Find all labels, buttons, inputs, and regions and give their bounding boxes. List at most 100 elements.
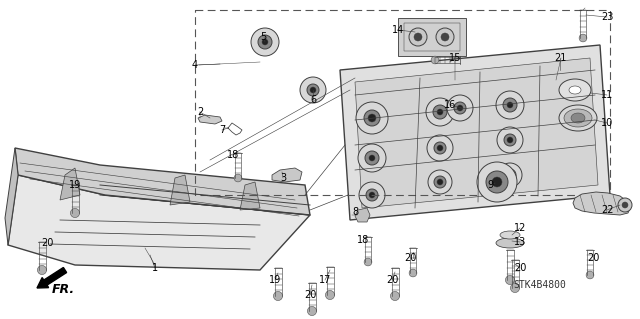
Ellipse shape [500,231,520,239]
Circle shape [358,144,386,172]
Circle shape [618,198,632,212]
Text: 14: 14 [392,25,404,35]
Ellipse shape [559,105,597,131]
Circle shape [504,169,516,181]
Circle shape [428,170,452,194]
Circle shape [356,102,388,134]
Text: 10: 10 [601,118,613,128]
Circle shape [365,151,379,165]
Text: 19: 19 [69,180,81,190]
Polygon shape [272,168,302,182]
Circle shape [437,109,443,115]
Circle shape [437,145,443,151]
Text: 20: 20 [404,253,416,263]
Polygon shape [5,148,18,245]
Text: 20: 20 [514,263,526,273]
Circle shape [426,98,454,126]
Circle shape [307,307,317,315]
Text: 13: 13 [514,237,526,247]
FancyArrow shape [37,267,67,288]
Text: 3: 3 [280,173,286,183]
Circle shape [310,87,316,93]
Circle shape [307,84,319,96]
Polygon shape [240,182,260,210]
Circle shape [477,162,517,202]
Circle shape [498,163,522,187]
Circle shape [359,182,385,208]
Circle shape [497,127,523,153]
Text: 20: 20 [41,238,53,248]
Circle shape [369,155,375,161]
Circle shape [300,77,326,103]
Text: 7: 7 [219,125,225,135]
Polygon shape [340,45,610,220]
Polygon shape [573,192,630,215]
Text: FR.: FR. [52,283,75,296]
Text: 11: 11 [601,90,613,100]
Circle shape [369,192,375,198]
Circle shape [390,292,399,300]
Circle shape [366,189,378,201]
Circle shape [414,33,422,41]
Text: 2: 2 [197,107,203,117]
Circle shape [434,176,446,188]
Circle shape [492,177,502,187]
Text: 20: 20 [304,290,316,300]
Bar [195,10,610,195]
Text: STK4B4800: STK4B4800 [513,280,566,290]
Bar [398,18,466,56]
Polygon shape [8,175,310,270]
Text: 1: 1 [152,263,158,273]
Circle shape [447,95,473,121]
Circle shape [364,110,380,126]
Text: 20: 20 [386,275,398,285]
Text: 16: 16 [444,100,456,110]
Text: 21: 21 [554,53,566,63]
Text: 22: 22 [601,205,613,215]
Polygon shape [355,208,370,222]
Circle shape [511,284,520,293]
Circle shape [507,137,513,143]
Circle shape [431,56,439,64]
Circle shape [258,35,272,49]
Text: 20: 20 [587,253,599,263]
Circle shape [507,102,513,108]
Polygon shape [355,58,598,208]
Circle shape [273,292,282,300]
Text: 23: 23 [601,12,613,22]
Text: 4: 4 [192,60,198,70]
Circle shape [507,172,513,178]
Circle shape [364,258,372,266]
Circle shape [504,134,516,146]
Circle shape [409,269,417,277]
Circle shape [579,34,587,42]
Circle shape [368,114,376,122]
Circle shape [409,28,427,46]
Circle shape [427,135,453,161]
Circle shape [441,33,449,41]
Text: 8: 8 [352,207,358,217]
Polygon shape [198,115,222,124]
Circle shape [454,102,466,114]
Circle shape [506,275,515,285]
Circle shape [234,174,242,182]
Circle shape [486,171,508,193]
Ellipse shape [496,238,524,248]
Ellipse shape [564,109,592,127]
Circle shape [262,39,268,45]
Polygon shape [15,148,310,215]
Circle shape [251,28,279,56]
Polygon shape [170,175,190,205]
Circle shape [326,291,335,300]
Polygon shape [60,168,80,200]
Text: 6: 6 [310,95,316,105]
Circle shape [586,271,594,279]
Text: 15: 15 [449,53,461,63]
Circle shape [434,142,446,154]
Circle shape [70,208,79,218]
Text: 12: 12 [514,223,526,233]
Text: 9: 9 [487,180,493,190]
Text: 5: 5 [260,32,266,42]
Text: 19: 19 [269,275,281,285]
Ellipse shape [569,86,581,94]
